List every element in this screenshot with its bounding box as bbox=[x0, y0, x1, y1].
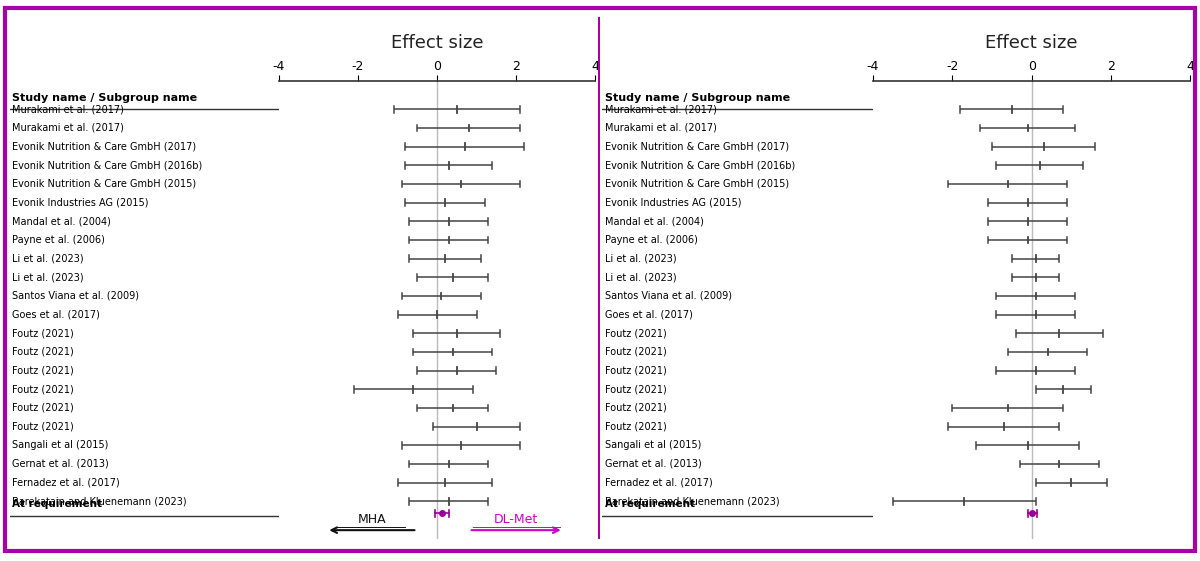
Text: Sangali et al (2015): Sangali et al (2015) bbox=[12, 440, 109, 450]
Text: Foutz (2021): Foutz (2021) bbox=[605, 384, 667, 394]
Text: Evonik Nutrition & Care GmbH (2017): Evonik Nutrition & Care GmbH (2017) bbox=[605, 142, 790, 151]
Text: Evonik Nutrition & Care GmbH (2016b): Evonik Nutrition & Care GmbH (2016b) bbox=[605, 160, 796, 171]
Text: Gernat et al. (2013): Gernat et al. (2013) bbox=[605, 459, 702, 469]
Text: Barekatain and Kluenemann (2023): Barekatain and Kluenemann (2023) bbox=[12, 496, 187, 506]
Text: Payne et al. (2006): Payne et al. (2006) bbox=[12, 235, 106, 245]
Text: Study name / Subgroup name: Study name / Subgroup name bbox=[605, 93, 791, 103]
Text: At requirement: At requirement bbox=[12, 499, 102, 509]
Text: Evonik Nutrition & Care GmbH (2017): Evonik Nutrition & Care GmbH (2017) bbox=[12, 142, 197, 151]
Text: Li et al. (2023): Li et al. (2023) bbox=[605, 272, 677, 282]
Text: Evonik Industries AG (2015): Evonik Industries AG (2015) bbox=[605, 197, 742, 208]
Text: Payne et al. (2006): Payne et al. (2006) bbox=[605, 235, 698, 245]
Text: Evonik Nutrition & Care GmbH (2016b): Evonik Nutrition & Care GmbH (2016b) bbox=[12, 160, 203, 171]
Text: Evonik Nutrition & Care GmbH (2015): Evonik Nutrition & Care GmbH (2015) bbox=[605, 179, 790, 189]
Text: Li et al. (2023): Li et al. (2023) bbox=[605, 254, 677, 264]
Text: Foutz (2021): Foutz (2021) bbox=[12, 347, 74, 357]
Text: Murakami et al. (2017): Murakami et al. (2017) bbox=[605, 123, 716, 133]
Text: Foutz (2021): Foutz (2021) bbox=[605, 366, 667, 376]
Text: Murakami et al. (2017): Murakami et al. (2017) bbox=[12, 104, 124, 114]
Text: Murakami et al. (2017): Murakami et al. (2017) bbox=[12, 123, 124, 133]
Text: Foutz (2021): Foutz (2021) bbox=[12, 421, 74, 431]
Text: Sangali et al (2015): Sangali et al (2015) bbox=[605, 440, 702, 450]
Text: (n = 22): (n = 22) bbox=[108, 42, 170, 56]
Text: Foutz (2021): Foutz (2021) bbox=[12, 403, 74, 413]
Text: (n = 22): (n = 22) bbox=[701, 42, 763, 56]
Text: Santos Viana et al. (2009): Santos Viana et al. (2009) bbox=[12, 291, 139, 301]
Text: Foutz (2021): Foutz (2021) bbox=[12, 328, 74, 338]
Text: MHA: MHA bbox=[358, 513, 386, 526]
Text: Foutz (2021): Foutz (2021) bbox=[605, 328, 667, 338]
Text: FCR: FCR bbox=[617, 39, 666, 59]
Text: Li et al. (2023): Li et al. (2023) bbox=[12, 254, 84, 264]
Text: Foutz (2021): Foutz (2021) bbox=[605, 421, 667, 431]
Text: Barekatain and Kluenemann (2023): Barekatain and Kluenemann (2023) bbox=[605, 496, 780, 506]
Text: Goes et al. (2017): Goes et al. (2017) bbox=[605, 310, 692, 320]
Text: Li et al. (2023): Li et al. (2023) bbox=[12, 272, 84, 282]
Text: Fernadez et al. (2017): Fernadez et al. (2017) bbox=[12, 477, 120, 488]
Text: BWG: BWG bbox=[24, 39, 83, 59]
Text: Foutz (2021): Foutz (2021) bbox=[605, 347, 667, 357]
Text: Foutz (2021): Foutz (2021) bbox=[12, 384, 74, 394]
Text: Santos Viana et al. (2009): Santos Viana et al. (2009) bbox=[605, 291, 732, 301]
Text: At requirement: At requirement bbox=[605, 499, 695, 509]
Text: Mandal et al. (2004): Mandal et al. (2004) bbox=[12, 217, 112, 226]
Text: Foutz (2021): Foutz (2021) bbox=[12, 366, 74, 376]
Text: Mandal et al. (2004): Mandal et al. (2004) bbox=[605, 217, 704, 226]
Text: Effect size: Effect size bbox=[985, 34, 1078, 53]
Text: Goes et al. (2017): Goes et al. (2017) bbox=[12, 310, 100, 320]
Text: Evonik Industries AG (2015): Evonik Industries AG (2015) bbox=[12, 197, 149, 208]
Text: Study name / Subgroup name: Study name / Subgroup name bbox=[12, 93, 198, 103]
Text: Evonik Nutrition & Care GmbH (2015): Evonik Nutrition & Care GmbH (2015) bbox=[12, 179, 197, 189]
Text: Murakami et al. (2017): Murakami et al. (2017) bbox=[605, 104, 716, 114]
Text: Fernadez et al. (2017): Fernadez et al. (2017) bbox=[605, 477, 713, 488]
Text: Foutz (2021): Foutz (2021) bbox=[605, 403, 667, 413]
Text: Gernat et al. (2013): Gernat et al. (2013) bbox=[12, 459, 109, 469]
Text: DL-Met: DL-Met bbox=[494, 513, 539, 526]
Text: Effect size: Effect size bbox=[391, 34, 484, 53]
